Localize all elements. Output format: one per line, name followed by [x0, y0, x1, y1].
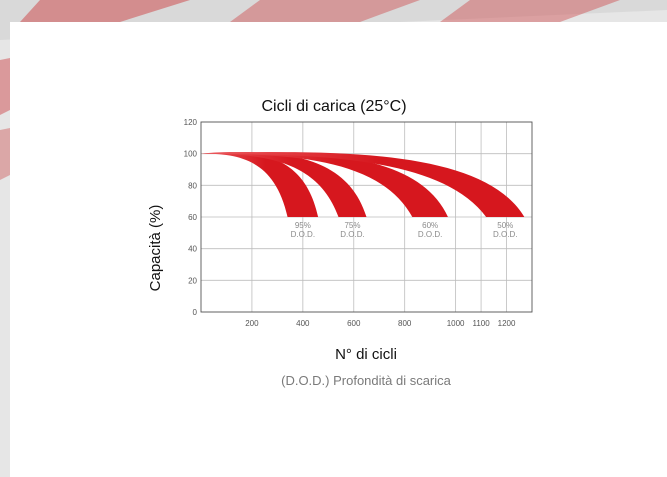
series-band	[201, 152, 367, 217]
x-tick-label: 200	[245, 319, 259, 328]
series-label-percent: 75%	[344, 221, 360, 230]
series-band	[201, 152, 319, 217]
series-label-dod: D.O.D.	[291, 230, 315, 239]
bg-stripe	[440, 0, 620, 22]
chart-card: 200 400 600 800 1000 1100 1200 0 20 40 60 80 100 120…	[10, 22, 667, 477]
x-tick-label: 1100	[472, 319, 490, 328]
series-band	[201, 152, 525, 217]
series-label-dod: D.O.D.	[418, 230, 442, 239]
bg-stripe	[20, 0, 190, 22]
series-label-percent: 50%	[497, 221, 513, 230]
y-axis-label: Capacità (%)	[147, 205, 164, 292]
bg-stripe	[230, 0, 420, 22]
y-tick-label: 60	[188, 213, 197, 222]
x-tick-label: 800	[398, 319, 412, 328]
chart: 200 400 600 800 1000 1100 1200 0 20 40 60 80 100 120…	[147, 98, 533, 388]
series-band	[201, 152, 448, 217]
x-ticks: 200 400 600 800 1000 1100 1200	[245, 319, 516, 328]
y-tick-label: 20	[188, 276, 197, 285]
series-label-dod: D.O.D.	[493, 230, 517, 239]
y-tick-label: 120	[184, 118, 198, 127]
x-tick-label: 600	[347, 319, 361, 328]
bg-stripe	[0, 58, 10, 115]
y-tick-label: 100	[184, 150, 198, 159]
y-tick-label: 0	[193, 308, 198, 317]
plot-frame	[200, 121, 533, 313]
series-labels: 95%D.O.D.75%D.O.D.60%D.O.D.50%D.O.D.	[291, 221, 518, 239]
x-axis-label: N° di cicli	[335, 346, 397, 363]
chart-title: Cicli di carica (25°C)	[261, 98, 406, 115]
x-tick-label: 1000	[447, 319, 465, 328]
y-ticks: 0 20 40 60 80 100 120	[184, 118, 198, 317]
series-label-dod: D.O.D.	[340, 230, 364, 239]
series-label-percent: 60%	[422, 221, 438, 230]
series-label-percent: 95%	[295, 221, 311, 230]
x-tick-label: 1200	[498, 319, 516, 328]
bg-stripe	[0, 128, 10, 180]
y-tick-label: 80	[188, 181, 197, 190]
chart-subtitle: (D.O.D.) Profondità di scarica	[281, 373, 452, 388]
y-tick-label: 40	[188, 245, 197, 254]
series-bands	[201, 152, 525, 217]
x-tick-label: 400	[296, 319, 310, 328]
